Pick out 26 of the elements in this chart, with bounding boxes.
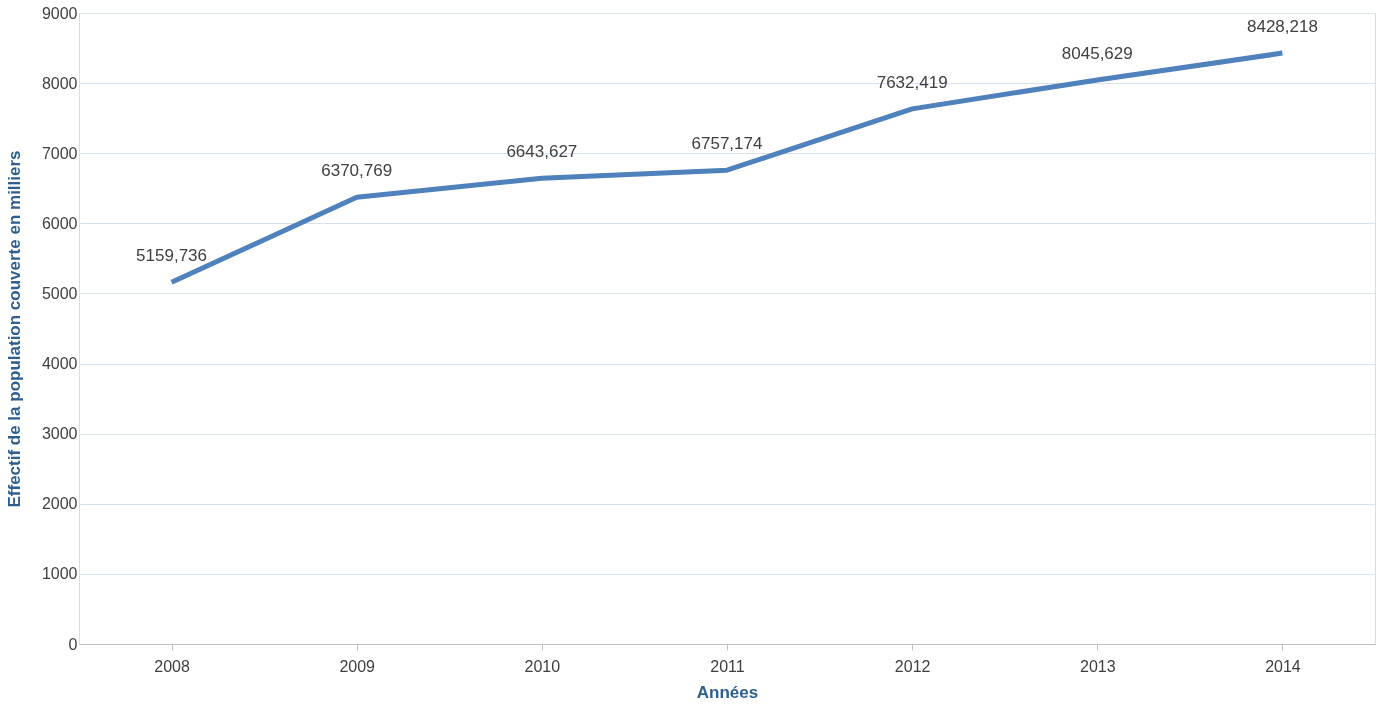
data-label: 6643,627 [506, 142, 578, 162]
y-tick-label: 0 [68, 635, 78, 653]
x-tick-label: 2012 [894, 657, 931, 675]
data-label: 8045,629 [1061, 43, 1133, 63]
y-axis-title: Effectif de la population couverte en milliers [4, 150, 24, 508]
y-tick-label: 5000 [41, 284, 78, 302]
data-label: 7632,419 [876, 72, 948, 92]
y-tick-label: 3000 [41, 425, 78, 443]
data-label: 5159,736 [136, 246, 208, 266]
x-tick-label: 2011 [710, 657, 745, 675]
y-tick-label: 9000 [41, 4, 78, 22]
y-tick-label: 1000 [41, 565, 78, 583]
y-tick-label: 2000 [41, 495, 78, 513]
y-tick-label: 6000 [41, 214, 78, 232]
data-label: 8428,218 [1246, 17, 1318, 37]
x-tick-label: 2009 [339, 657, 376, 675]
data-label: 6757,174 [691, 134, 763, 154]
x-tick-label: 2010 [524, 657, 561, 675]
x-tick-label: 2014 [1265, 657, 1301, 675]
x-tick-label: 2013 [1079, 657, 1116, 675]
y-tick-label: 8000 [41, 74, 78, 92]
y-tick-label: 7000 [41, 144, 78, 162]
data-label: 6370,769 [321, 161, 393, 181]
x-tick-label: 2008 [154, 657, 190, 675]
y-tick-label: 4000 [41, 355, 78, 373]
x-axis-title: Années [696, 682, 759, 702]
